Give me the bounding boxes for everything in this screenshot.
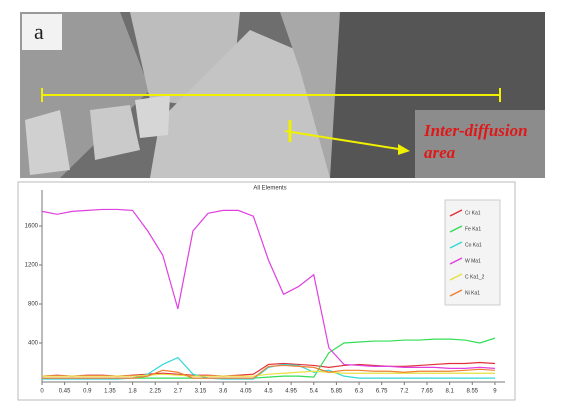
y-tick-label: 1200	[25, 263, 39, 269]
x-tick-label: 1.35	[104, 389, 116, 395]
x-tick-label: 4.95	[285, 389, 297, 395]
page: {"chart_data": {"type": "line", "panel_l…	[0, 0, 573, 409]
annotation: area	[424, 143, 456, 162]
panel-label: a	[34, 19, 44, 44]
x-tick-label: 5.85	[331, 389, 343, 395]
x-tick-label: 2.7	[174, 389, 183, 395]
x-tick-label: 5.4	[310, 389, 319, 395]
y-tick-label: 400	[28, 341, 39, 347]
figure: a Inter-diffusion area All Elements 400 8…	[0, 0, 573, 409]
legend-label: Cr Ka1	[465, 210, 481, 216]
x-tick-label: 6.75	[376, 389, 388, 395]
legend-label: Fe Ka1	[465, 226, 481, 232]
x-tick-label: 6.3	[355, 389, 364, 395]
x-tick-label: 2.25	[149, 389, 161, 395]
x-tick-label: 0.45	[59, 389, 71, 395]
chart-title: All Elements	[253, 186, 286, 192]
legend-label: Ni Ka1	[465, 290, 480, 296]
y-tick-label: 800	[28, 302, 39, 308]
y-tick-label: 1600	[25, 224, 39, 230]
x-tick-label: 0.9	[83, 389, 92, 395]
x-tick-label: 7.65	[421, 389, 433, 395]
x-tick-label: 3.6	[219, 389, 228, 395]
legend-label: W Ma1	[465, 258, 481, 264]
legend-label: Co Ka1	[465, 242, 482, 248]
x-tick-label: 1.8	[128, 389, 137, 395]
x-tick-label: 8.55	[466, 389, 478, 395]
annotation: Inter-diffusion	[423, 121, 528, 140]
x-tick-label: 4.05	[240, 389, 252, 395]
x-tick-label: 4.5	[264, 389, 273, 395]
x-tick-label: 8.1	[445, 389, 454, 395]
x-tick-label: 7.2	[400, 389, 409, 395]
micrograph: a Inter-diffusion area	[20, 12, 545, 178]
legend-label: C Ka1_2	[465, 274, 485, 280]
x-tick-label: 3.15	[195, 389, 207, 395]
